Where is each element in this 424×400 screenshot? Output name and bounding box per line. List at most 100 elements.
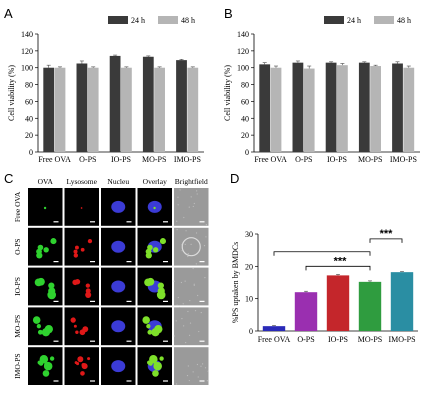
y-tick-label: 120 [21, 47, 33, 56]
bar [292, 62, 304, 152]
legend-swatch [324, 16, 344, 24]
texture-dot [177, 296, 179, 299]
fluorescent-spot [85, 288, 91, 294]
texture-dot [192, 371, 194, 373]
category-label: IO-PS [327, 155, 347, 164]
chart-a: 0 20 40 60 80 100 120 140 Cell viability (%) Free… [7, 16, 204, 164]
y-tick-label: 120 [237, 47, 249, 56]
fluorescent-spot [87, 238, 93, 244]
texture-dot [187, 310, 189, 313]
significance-bracket [273, 251, 371, 256]
y-tick-label: 0 [245, 148, 249, 157]
bar [403, 67, 415, 152]
bar [303, 68, 315, 152]
legend-swatch [158, 16, 178, 24]
bar [121, 67, 132, 152]
bar [370, 66, 381, 152]
column-header: Brightfield [175, 177, 208, 186]
y-tick-label: 140 [21, 30, 33, 39]
texture-dot [187, 252, 189, 255]
bar [390, 272, 414, 331]
chart-d: 0 10 20 30 %PS uptaken by BMDCs Free OVA O-PS I… [231, 228, 418, 344]
legend-label: 48 h [397, 16, 411, 25]
overlay-spot [144, 316, 149, 321]
texture-dot [193, 283, 195, 285]
texture-dot [181, 249, 183, 252]
fluorescent-spot [37, 329, 43, 335]
fluorescent-spot [43, 361, 53, 371]
texture-dot [180, 281, 183, 284]
texture-dot [190, 243, 192, 245]
texture-dot [204, 367, 207, 369]
panel-label-a: A [4, 6, 13, 21]
fluorescent-spot [39, 355, 49, 364]
micrograph-tile [64, 307, 99, 346]
texture-dot [184, 243, 186, 245]
texture-dot [197, 376, 199, 378]
fluorescent-spot [42, 370, 50, 377]
fluorescent-spot [43, 247, 49, 253]
texture-dot [196, 193, 198, 195]
y-tick-label: 0 [29, 148, 33, 157]
fluorescent-spot [74, 361, 78, 365]
panel-label-d: D [230, 171, 239, 186]
legend-label: 48 h [181, 16, 195, 25]
bar [262, 326, 286, 331]
micrograph-tile [174, 307, 209, 346]
texture-dot [184, 280, 186, 282]
legend-swatch [374, 16, 394, 24]
bar [259, 64, 271, 152]
texture-dot [206, 380, 208, 382]
bar [142, 56, 154, 152]
fluorescent-spot [80, 247, 85, 252]
significance-label: *** [334, 255, 348, 267]
row-label: O-PS [13, 239, 22, 255]
category-label: IMO-PS [174, 155, 201, 164]
fluorescent-spot [73, 324, 77, 328]
y-tick-label: 40 [241, 114, 249, 123]
micrograph-tile [174, 267, 209, 306]
texture-dot [192, 205, 194, 208]
row-label: IO-PS [13, 277, 22, 296]
overlay-spot [152, 247, 159, 253]
micrograph-tile [28, 267, 63, 306]
texture-dot [175, 320, 177, 322]
texture-dot [176, 383, 178, 385]
y-tick-label: 20 [241, 131, 249, 140]
column-header: Overlay [143, 177, 167, 186]
y-tick-label: 100 [237, 64, 249, 73]
fluorescent-spot [74, 245, 79, 250]
row-label: MO-PS [13, 315, 22, 338]
fluorescent-spot [36, 324, 42, 329]
texture-dot [176, 229, 178, 231]
cell-outline [181, 237, 201, 257]
fluorescent-spot [79, 329, 86, 336]
bar [358, 281, 382, 331]
fluorescent-spot [49, 356, 55, 361]
texture-dot [185, 230, 187, 232]
texture-dot [197, 294, 199, 297]
overlay-spot [157, 282, 164, 289]
legend-label: 24 h [347, 16, 361, 25]
fluorescent-spot [72, 279, 78, 286]
fluorescent-spot [48, 287, 56, 295]
panel-label-c: C [4, 171, 13, 186]
texture-dot [195, 263, 197, 265]
micrograph-grid: OVA Lysosome Nucleu Overlay Brightfield Free … [13, 177, 209, 385]
texture-dot [177, 204, 179, 206]
bar [154, 67, 165, 152]
texture-dot [200, 311, 202, 314]
fluorescent-spot [75, 330, 79, 334]
texture-dot [183, 216, 185, 219]
fluorescent-spot [77, 356, 84, 363]
texture-dot [204, 276, 206, 279]
y-tick-label: 80 [25, 81, 33, 90]
micrograph-tile [174, 227, 209, 266]
fluorescent-spot [36, 248, 42, 255]
texture-dot [182, 303, 184, 305]
row-label: IMO-PS [13, 353, 22, 378]
row-label: Free OVA [13, 191, 22, 222]
y-tick-label: 60 [241, 97, 249, 106]
fluorescent-spot [71, 317, 75, 321]
texture-dot [177, 196, 179, 198]
